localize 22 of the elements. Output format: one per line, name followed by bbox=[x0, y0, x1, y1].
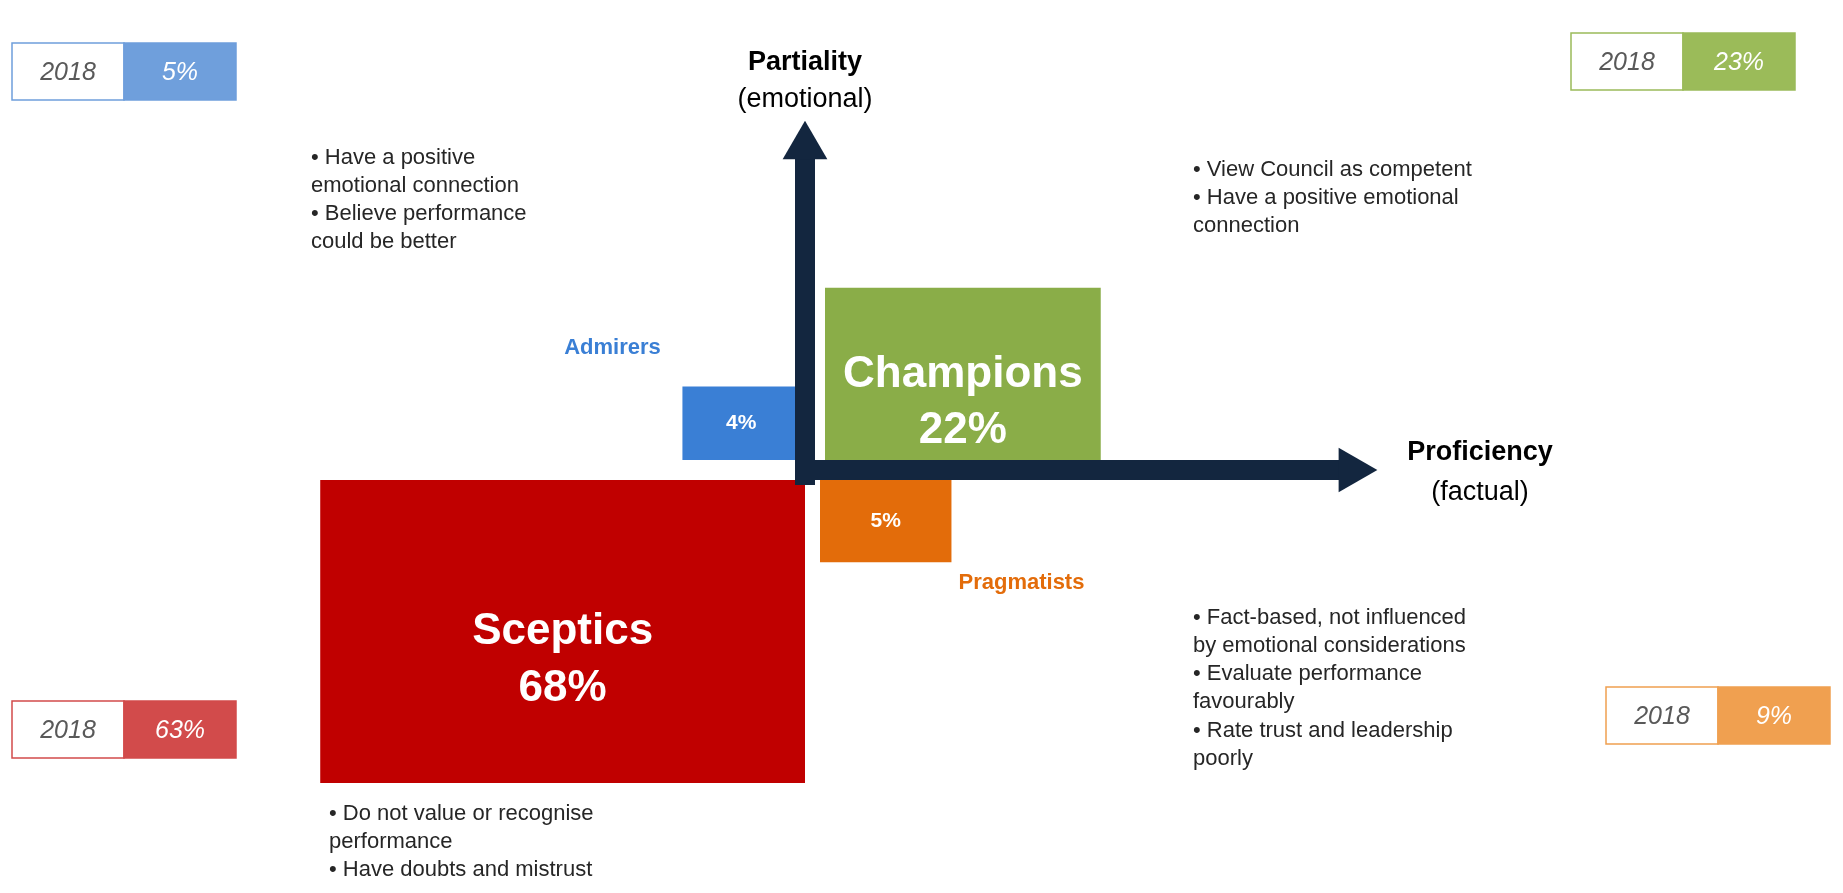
data-label: 4% bbox=[726, 410, 757, 434]
text: • Have a positive emotional connection • Believe performance could be better bbox=[311, 144, 527, 254]
category-label: Pragmatists bbox=[958, 569, 1085, 595]
data-label: 23% bbox=[1712, 46, 1765, 75]
series-label: 2018 bbox=[39, 56, 96, 85]
text: Proficiency (factual) bbox=[1407, 436, 1553, 506]
data-label: 63% bbox=[154, 714, 206, 743]
text: 2018 bbox=[40, 714, 96, 743]
text: • Do not value or recognise performance • Have doubts and mistrust bbox=[329, 800, 594, 882]
text: 2018 bbox=[1634, 700, 1690, 729]
text: • View Council as competent • Have a positive emotional connection bbox=[1193, 156, 1472, 238]
data-label: 5% bbox=[161, 56, 199, 85]
category-label: Admirers bbox=[564, 333, 661, 359]
data-label: 68% bbox=[518, 660, 607, 710]
data-label: 9% bbox=[1755, 700, 1793, 729]
category-label: Champions bbox=[843, 346, 1083, 396]
text: • Fact-based, not influenced by emotional considerations • Evaluate performance favourably • Rate trust and leadership poorly bbox=[1193, 604, 1467, 770]
text: 2018 bbox=[1599, 46, 1655, 75]
category-label: Sceptics bbox=[472, 604, 654, 654]
text: Partiality (emotional) bbox=[737, 46, 873, 113]
data-label: 22% bbox=[918, 403, 1007, 453]
data-label: 5% bbox=[870, 508, 902, 532]
